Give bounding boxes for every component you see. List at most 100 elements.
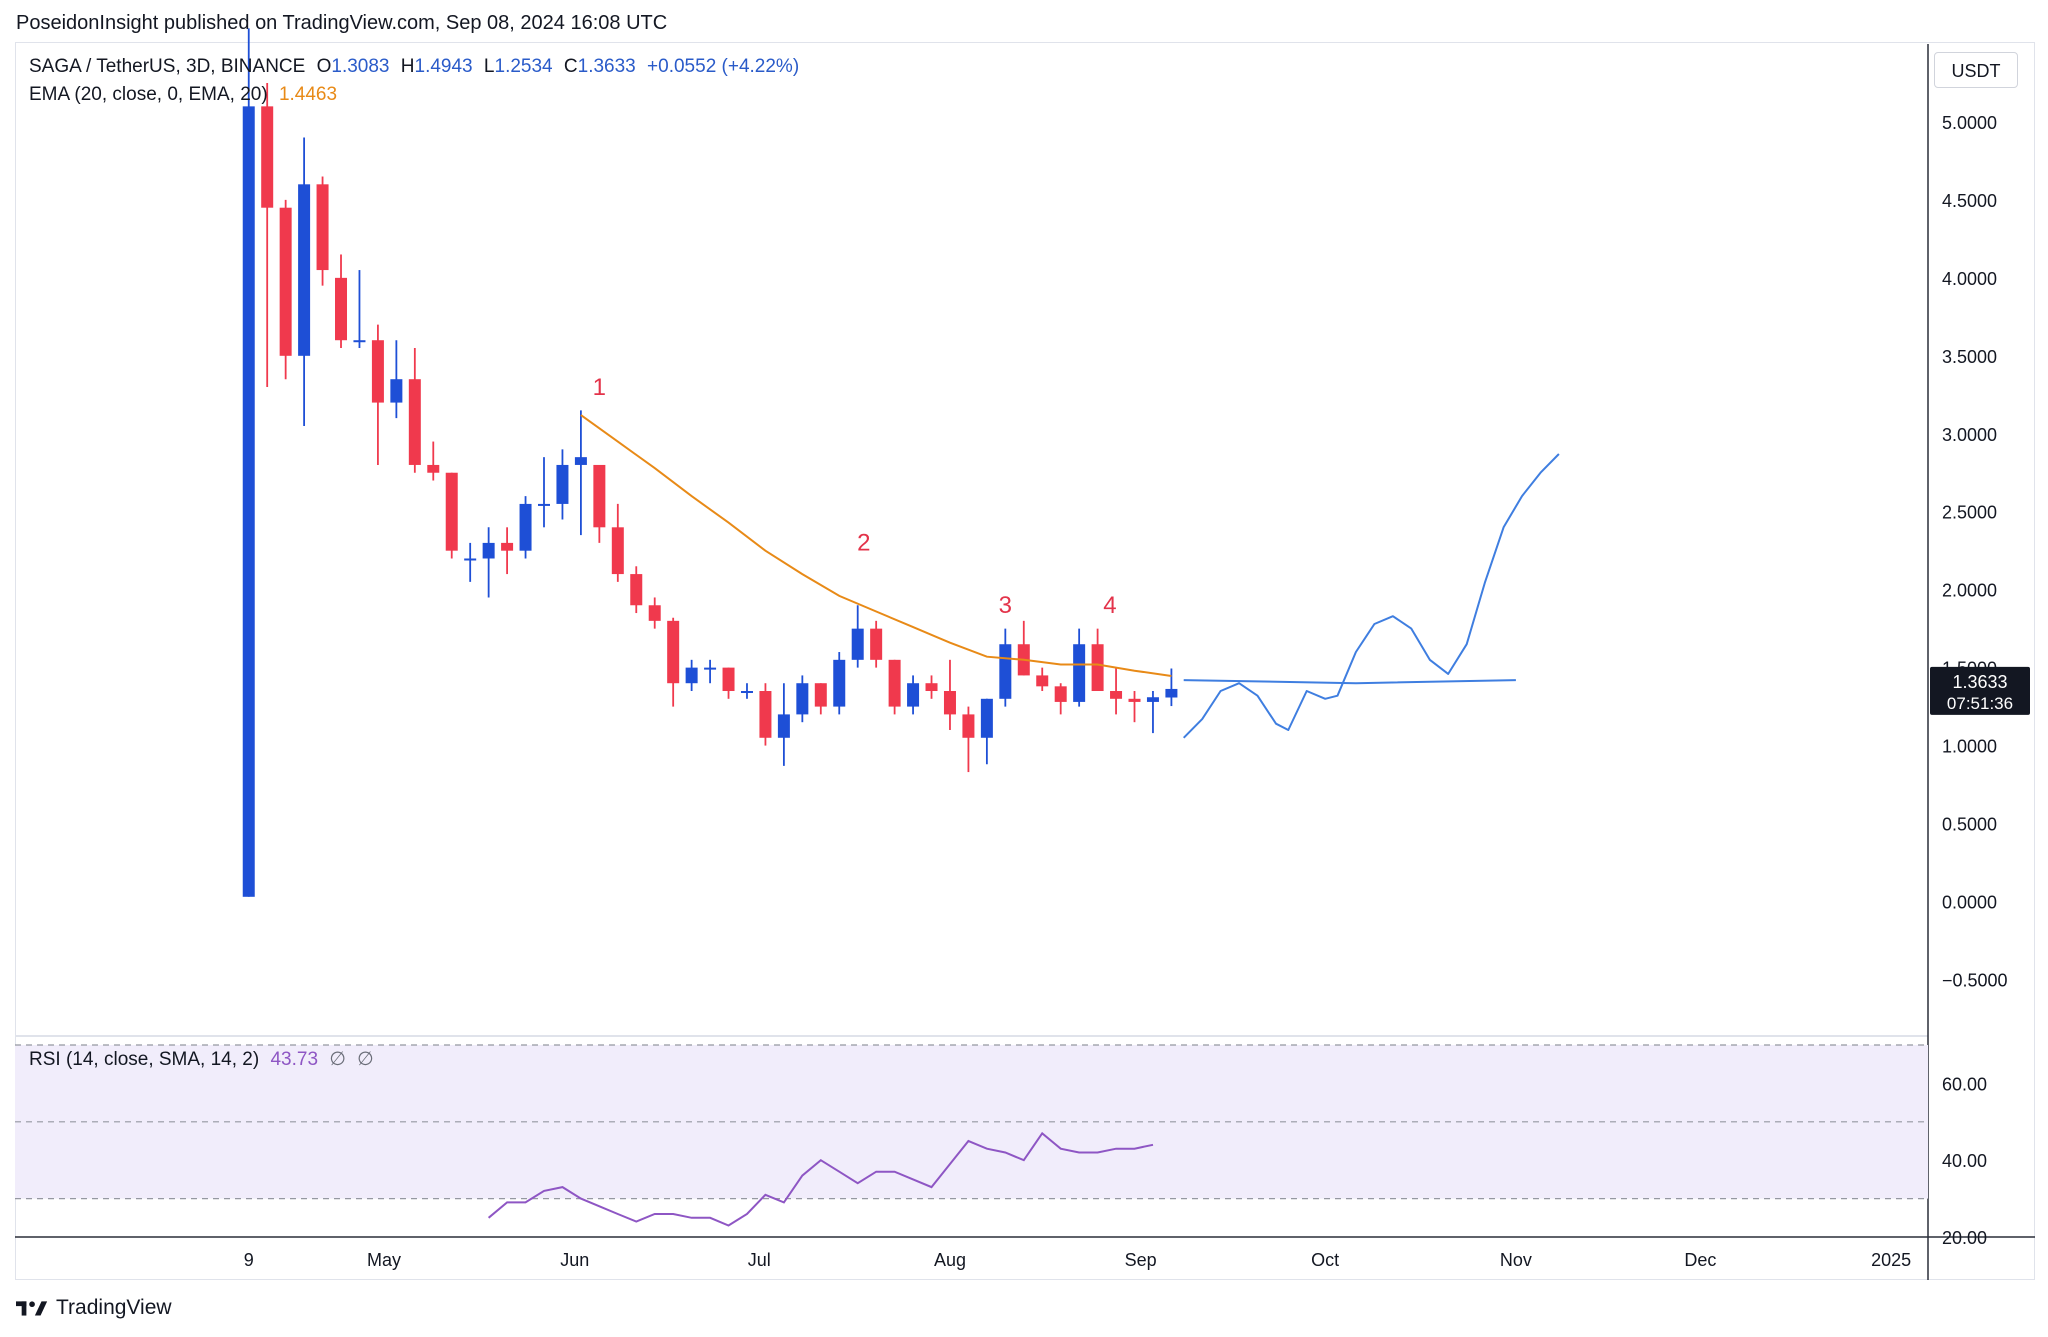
candle (1054, 683, 1067, 715)
low-label: L (483, 56, 495, 77)
candle (316, 176, 329, 286)
ema-legend: EMA (20, close, 0, EMA, 20) 1.4463 (29, 84, 343, 106)
axes: 5.0000 4.5000 4.0000 3.5000 3.0000 2.5000 2.00… (244, 113, 2030, 1270)
candle (667, 617, 680, 707)
candle (1091, 628, 1104, 692)
candle (1036, 667, 1049, 692)
ema-value: 1.4463 (278, 84, 338, 105)
rsi-na-1: ∅ (329, 1049, 346, 1070)
tradingview-brand[interactable]: TradingView (16, 1296, 172, 1320)
candle-body (445, 472, 458, 551)
time-tick-label: Oct (1311, 1250, 1339, 1270)
candle-body (740, 691, 753, 694)
high-value: 1.4943 (414, 56, 473, 77)
high-label: H (400, 56, 415, 77)
candle-body (1128, 698, 1141, 702)
candle (685, 659, 698, 692)
rsi-tick-label: 20.00 (1942, 1228, 1987, 1248)
time-tick-label: Aug (934, 1250, 966, 1270)
candle-body (1110, 691, 1123, 699)
candle (445, 472, 458, 559)
candle-body (279, 207, 292, 356)
rsi-line (487, 1131, 1154, 1227)
price-tick-label: 3.5000 (1942, 347, 1997, 367)
candle-body (501, 542, 514, 551)
candle (574, 410, 587, 536)
last-price-tag: 1.3633 07:51:36 (1930, 666, 2030, 715)
price-tick-label: 0.0000 (1942, 892, 1997, 912)
candle-body (630, 574, 643, 606)
candle-body (667, 620, 680, 684)
published-caption: PoseidonInsight published on TradingView… (16, 12, 668, 34)
time-tick-label: Dec (1684, 1250, 1716, 1270)
candle-body (907, 683, 920, 707)
time-tick-label: 2025 (1871, 1250, 1911, 1270)
time-tick-label: Jul (748, 1250, 771, 1270)
candle (556, 449, 569, 520)
candle (519, 496, 532, 559)
candle (371, 324, 384, 465)
wave-label: 3 (999, 592, 1012, 619)
open-value: 1.3083 (331, 56, 390, 77)
candle-body (427, 464, 440, 473)
time-tick-label: Sep (1125, 1250, 1157, 1270)
candle (943, 659, 956, 730)
close-label: C (563, 56, 578, 77)
candle (851, 605, 864, 668)
candle-body (261, 106, 274, 208)
brand-name: TradingView (56, 1296, 172, 1319)
candle (962, 706, 975, 773)
candle-body (999, 644, 1012, 699)
candle-body (593, 464, 606, 528)
price-pane: 1 2 3 4 (242, 28, 1560, 897)
time-tick-label: May (367, 1250, 401, 1270)
candle-body (888, 659, 901, 707)
candle-body (1165, 688, 1178, 698)
candle-body (943, 691, 956, 715)
ema-label: EMA (20, close, 0, EMA, 20) (29, 84, 268, 105)
candle-body (464, 558, 477, 561)
last-price-tag-bg (1930, 666, 2030, 715)
candle-body (556, 464, 569, 504)
tradingview-logo-icon (16, 1301, 48, 1316)
chart-frame (15, 42, 2035, 1280)
candle (1110, 667, 1123, 715)
candle (704, 659, 717, 684)
candle-body (371, 340, 384, 403)
price-tick-label: 4.0000 (1942, 269, 1997, 289)
open-label: O (316, 56, 332, 77)
candle (1073, 628, 1086, 707)
price-tick-label: 0.5000 (1942, 815, 1997, 835)
candle (611, 503, 624, 582)
candle (427, 441, 440, 481)
candle (814, 683, 827, 715)
ema-line (580, 414, 1172, 677)
candle (537, 457, 550, 528)
price-tick-label: 1.0000 (1942, 737, 1997, 757)
time-tick-label: 9 (244, 1250, 254, 1270)
candle-body (648, 605, 661, 621)
candle-body (759, 691, 772, 738)
symbol-legend: SAGA / TetherUS, 3D, BINANCE O1.3083 H1.… (29, 56, 805, 78)
candle-body (353, 340, 366, 343)
candle (759, 683, 772, 746)
candle (1146, 691, 1159, 734)
candle (298, 137, 311, 426)
candle-body (537, 503, 550, 506)
candle-body (316, 184, 329, 271)
currency-button[interactable]: USDT (1934, 52, 2018, 88)
symbol-label: SAGA / TetherUS, 3D, BINANCE (29, 56, 306, 77)
time-tick-label: Jun (560, 1250, 589, 1270)
low-value: 1.2534 (494, 56, 553, 77)
candle-body (408, 379, 421, 465)
rsi-value: 43.73 (270, 1049, 319, 1070)
candle-body (685, 667, 698, 684)
time-tick-label: Nov (1500, 1250, 1532, 1270)
candle-body (814, 683, 827, 707)
rsi-tick-label: 60.00 (1942, 1074, 1987, 1094)
candle (482, 527, 495, 598)
price-tick-label: 5.0000 (1942, 113, 1997, 133)
price-tick-label: −0.5000 (1942, 970, 2008, 990)
support-line (1183, 679, 1516, 685)
